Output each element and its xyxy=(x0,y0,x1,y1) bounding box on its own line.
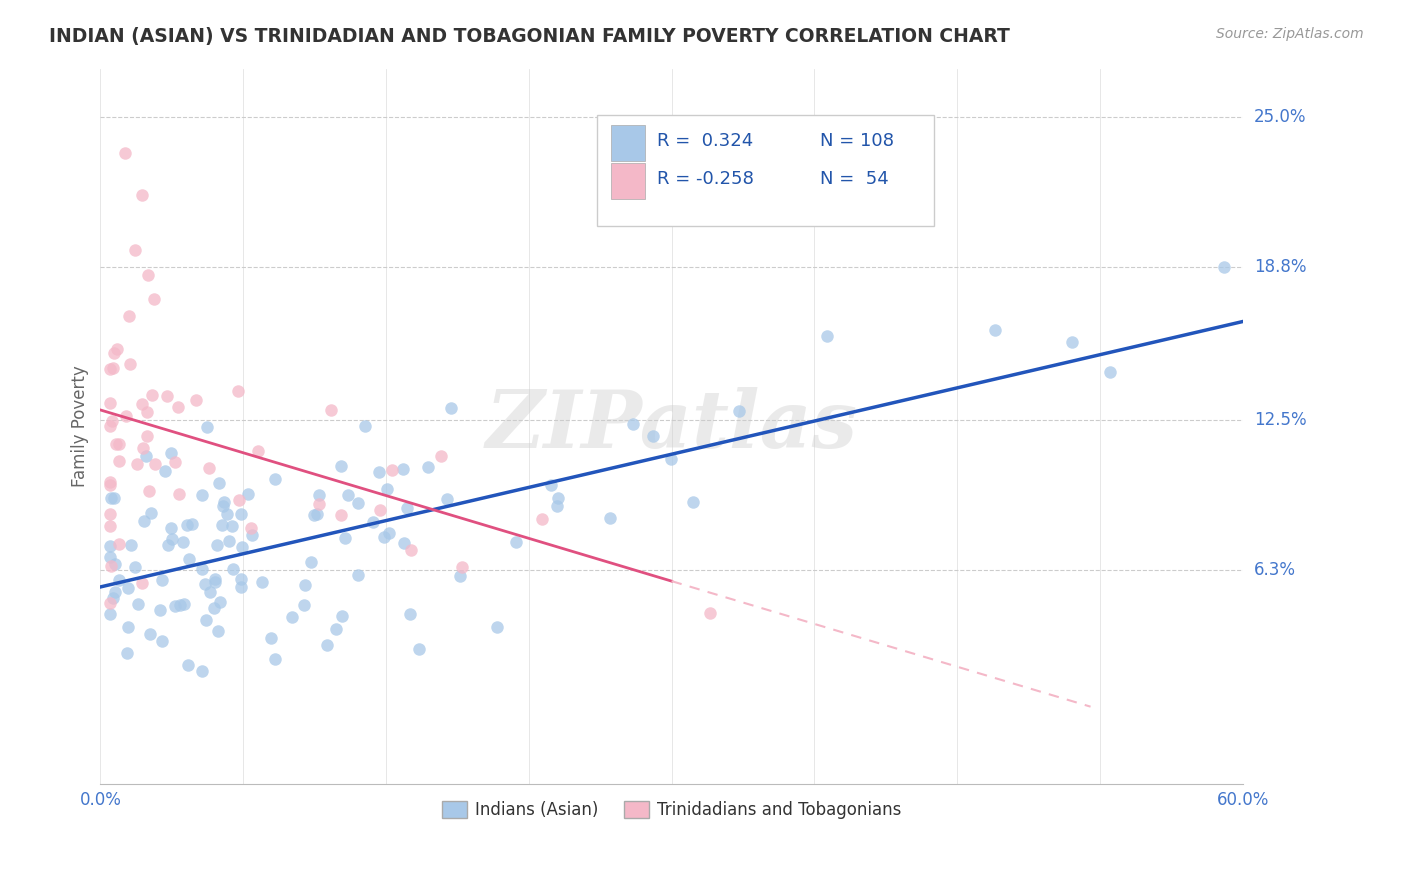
Text: R =  0.324: R = 0.324 xyxy=(657,133,754,151)
Text: N = 108: N = 108 xyxy=(820,133,894,151)
Text: Source: ZipAtlas.com: Source: ZipAtlas.com xyxy=(1216,27,1364,41)
Text: 6.3%: 6.3% xyxy=(1254,561,1296,580)
Text: 18.8%: 18.8% xyxy=(1254,259,1306,277)
Y-axis label: Family Poverty: Family Poverty xyxy=(72,365,89,487)
FancyBboxPatch shape xyxy=(612,125,645,161)
Text: R = -0.258: R = -0.258 xyxy=(657,170,754,188)
Text: 25.0%: 25.0% xyxy=(1254,108,1306,126)
FancyBboxPatch shape xyxy=(598,115,935,226)
Text: N =  54: N = 54 xyxy=(820,170,889,188)
Legend: Indians (Asian), Trinidadians and Tobagonians: Indians (Asian), Trinidadians and Tobago… xyxy=(436,794,908,825)
Text: INDIAN (ASIAN) VS TRINIDADIAN AND TOBAGONIAN FAMILY POVERTY CORRELATION CHART: INDIAN (ASIAN) VS TRINIDADIAN AND TOBAGO… xyxy=(49,27,1010,45)
Text: ZIPatlas: ZIPatlas xyxy=(485,387,858,465)
FancyBboxPatch shape xyxy=(612,163,645,199)
Text: 12.5%: 12.5% xyxy=(1254,411,1306,429)
